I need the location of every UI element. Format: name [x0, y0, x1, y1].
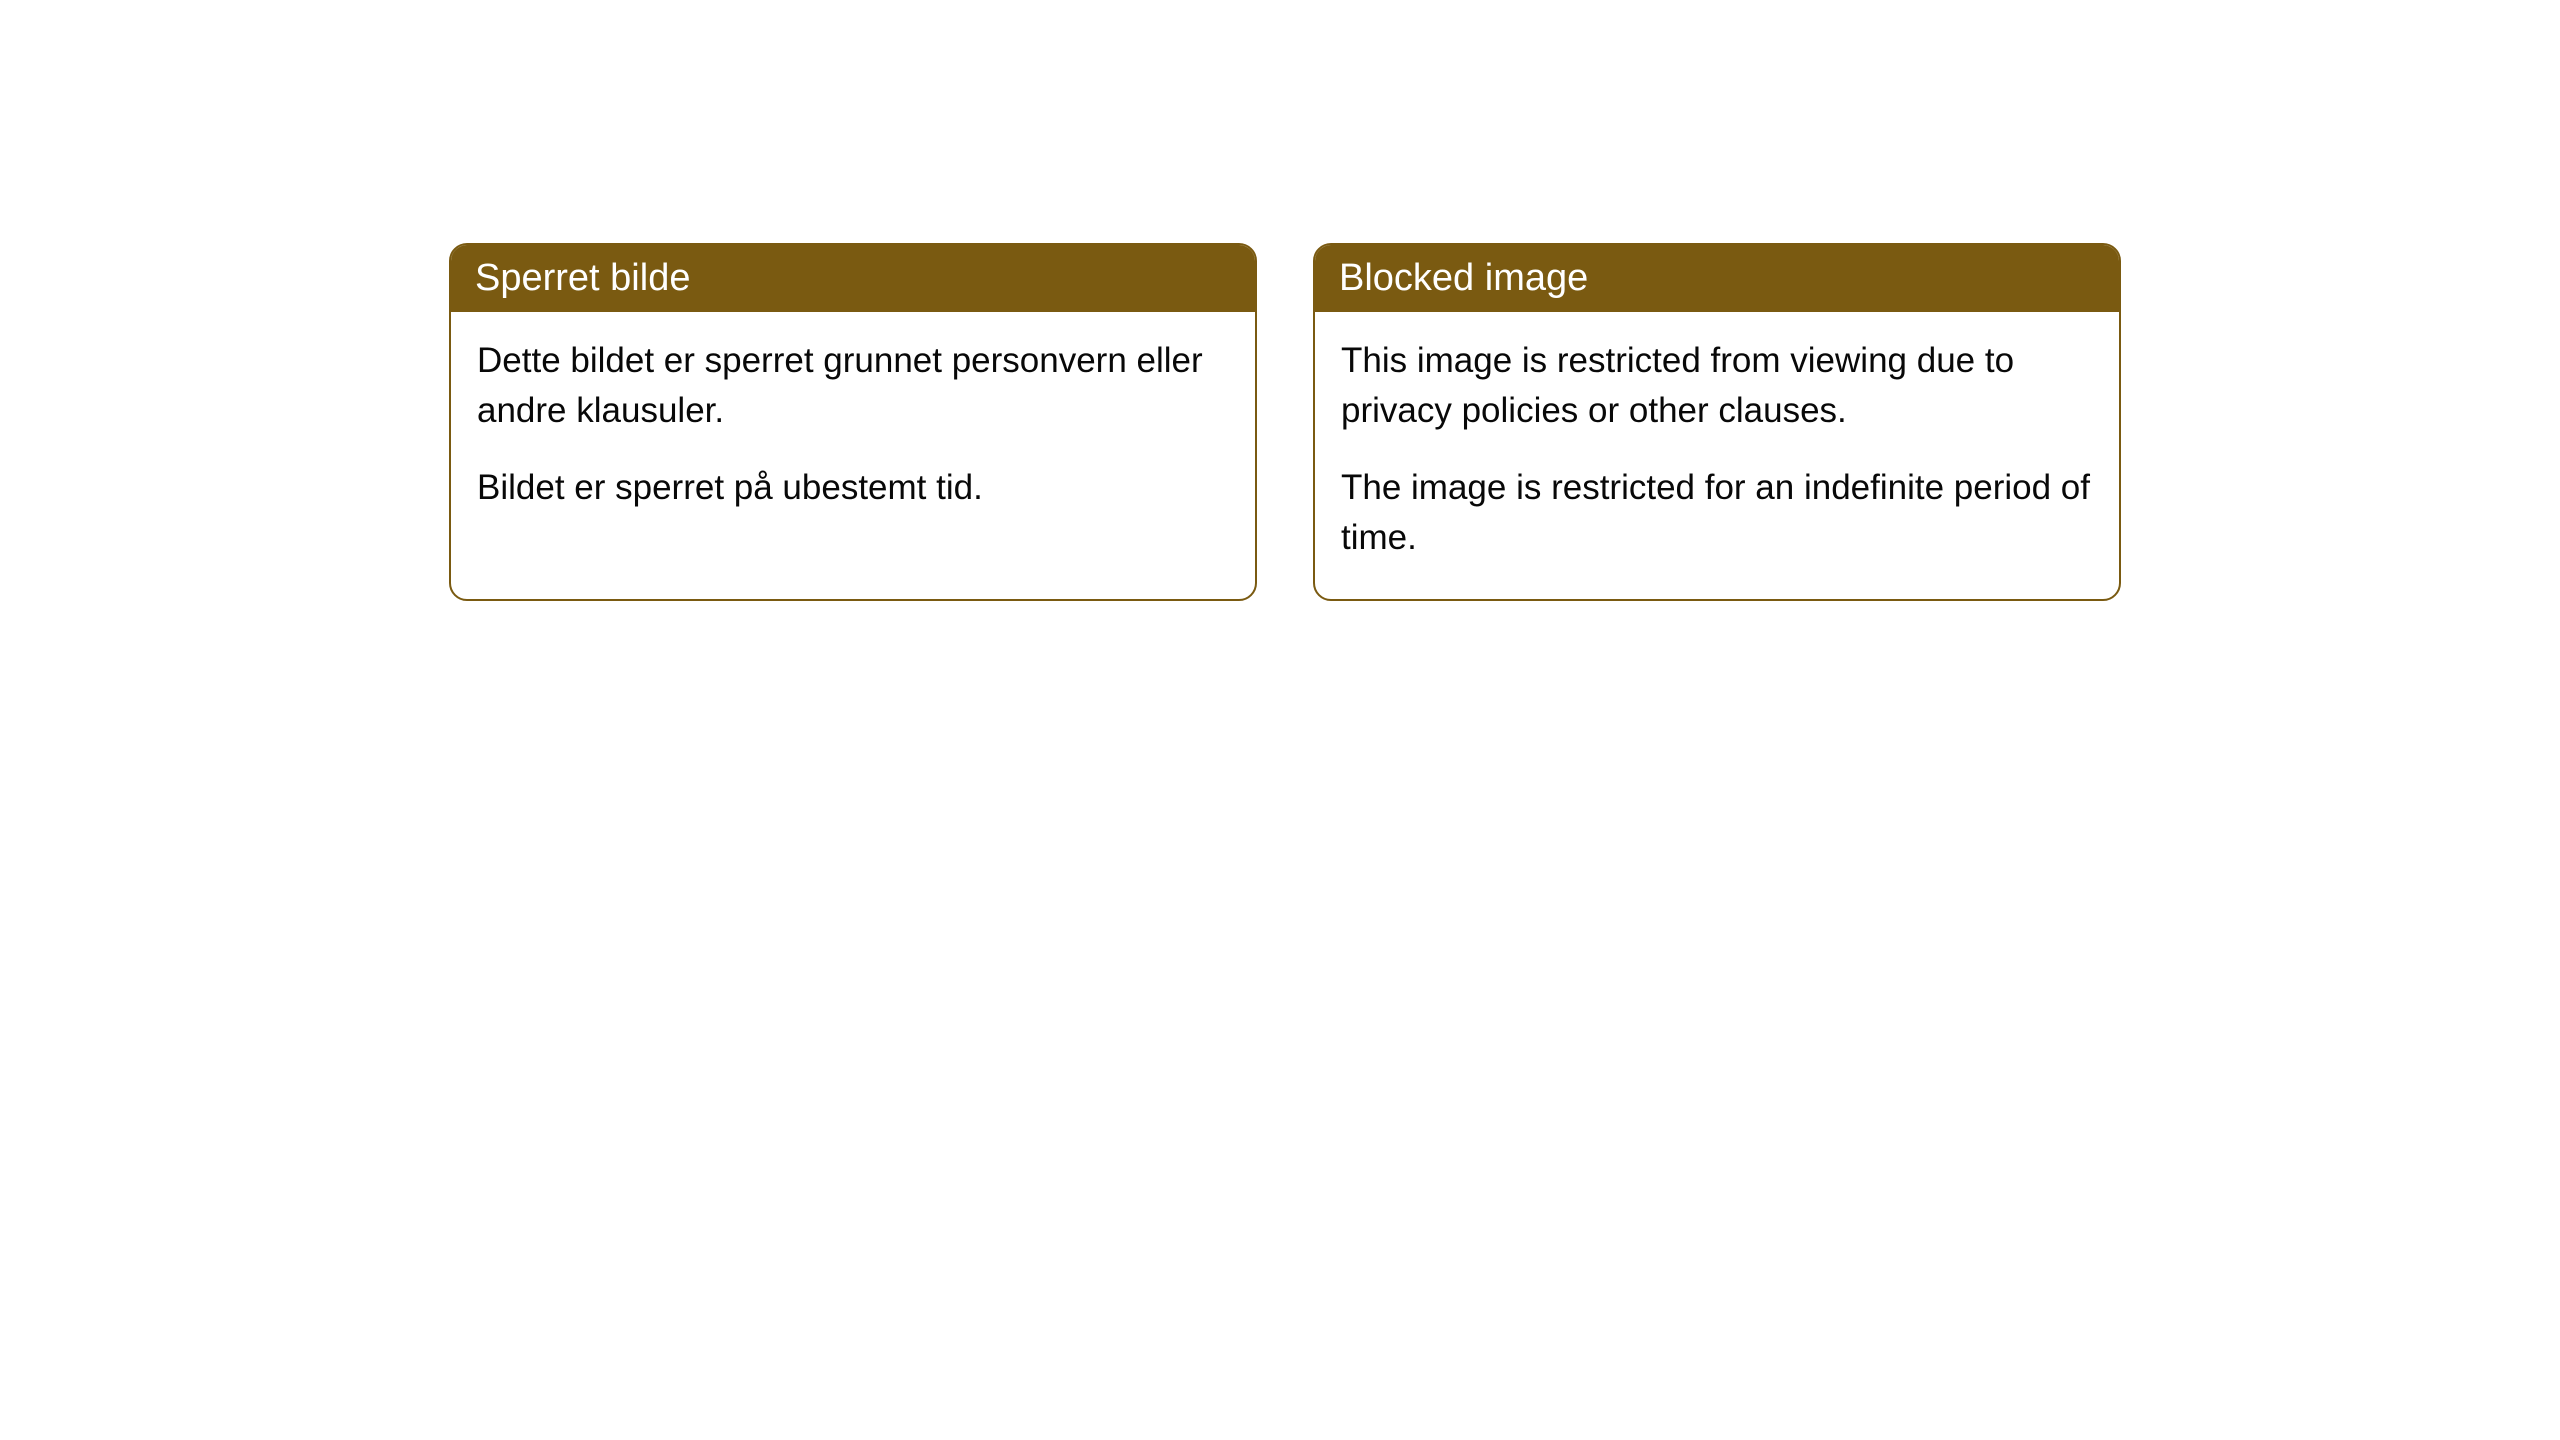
blocked-image-card-norwegian: Sperret bilde Dette bildet er sperret gr…	[449, 243, 1257, 601]
card-paragraph: This image is restricted from viewing du…	[1341, 336, 2093, 435]
blocked-image-card-english: Blocked image This image is restricted f…	[1313, 243, 2121, 601]
card-title: Sperret bilde	[475, 257, 690, 299]
card-header-norwegian: Sperret bilde	[451, 245, 1255, 312]
card-paragraph: Bildet er sperret på ubestemt tid.	[477, 463, 1229, 513]
card-paragraph: Dette bildet er sperret grunnet personve…	[477, 336, 1229, 435]
card-body-norwegian: Dette bildet er sperret grunnet personve…	[451, 312, 1255, 549]
card-header-english: Blocked image	[1315, 245, 2119, 312]
notice-card-container: Sperret bilde Dette bildet er sperret gr…	[449, 243, 2121, 601]
card-body-english: This image is restricted from viewing du…	[1315, 312, 2119, 599]
card-title: Blocked image	[1339, 257, 1588, 299]
card-paragraph: The image is restricted for an indefinit…	[1341, 463, 2093, 562]
